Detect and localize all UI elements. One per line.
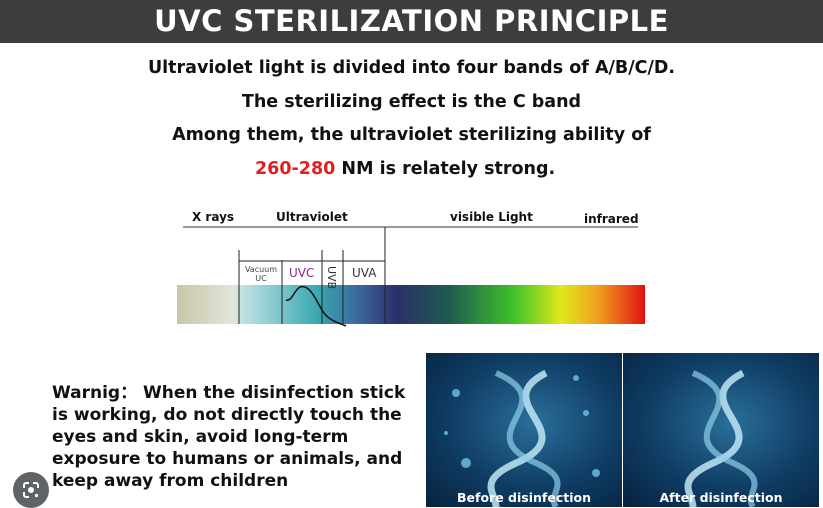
band-uvb: UVB: [325, 266, 338, 290]
band-vacuum-uc: Vacuum UC: [244, 265, 278, 283]
label-infrared: infrared: [584, 212, 639, 226]
image-after-disinfection: After disinfection: [623, 353, 819, 507]
spectrum-bar: [177, 285, 645, 324]
label-ultraviolet: Ultraviolet: [276, 210, 348, 224]
google-lens-icon: [23, 482, 39, 498]
caption-before: Before disinfection: [457, 490, 591, 505]
label-visible-light: visible Light: [450, 210, 533, 224]
image-before-disinfection: Before disinfection: [426, 353, 622, 507]
intro-line-2: The sterilizing effect is the C band: [241, 92, 582, 112]
dna-icon: [444, 369, 600, 507]
caption-after: After disinfection: [659, 490, 783, 505]
google-lens-button[interactable]: [13, 472, 49, 508]
dna-icon: [684, 369, 758, 507]
intro-line-4: 260-280 NM is relately strong.: [255, 159, 823, 179]
wavelength-highlight: 260-280: [255, 159, 336, 179]
band-uvc: UVC: [289, 266, 315, 280]
intro-line-1: Ultraviolet light is divided into four b…: [147, 58, 676, 78]
warning-text: Warnig： When the disinfection stick is w…: [52, 383, 406, 491]
intro-line-3: Among them, the ultraviolet sterilizing …: [172, 125, 651, 145]
band-uva: UVA: [352, 266, 377, 280]
label-x-rays: X rays: [192, 210, 235, 224]
intro-line-4-rest: NM is relately strong.: [335, 159, 556, 179]
sterilization-curve: [285, 285, 347, 327]
page-title: UVC STERILIZATION PRINCIPLE: [0, 0, 823, 43]
